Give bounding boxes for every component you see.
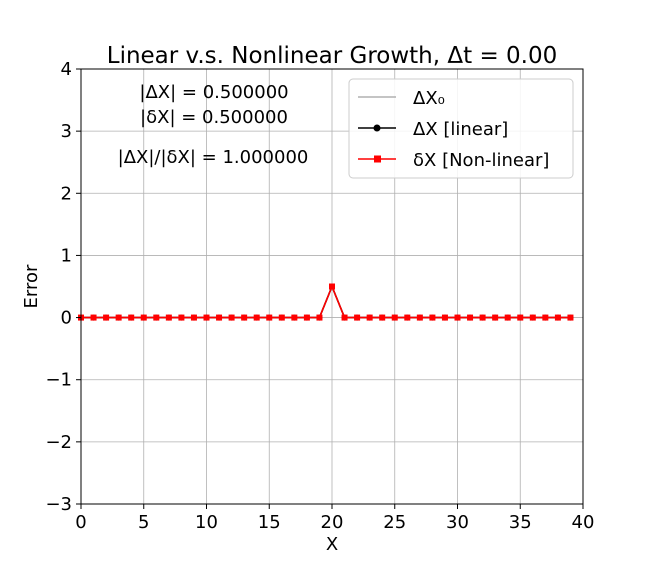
data-point: [266, 314, 273, 321]
data-point: [479, 314, 486, 321]
chart-title: Linear v.s. Nonlinear Growth, Δt = 0.00: [107, 43, 558, 69]
x-tick-label: 5: [138, 512, 149, 533]
series-line: [81, 284, 571, 319]
legend-label: ΔX₀: [413, 88, 445, 109]
y-tick-label: 0: [61, 308, 72, 329]
legend: ΔX₀ ΔX [linear] δX [Non-linear]: [348, 78, 574, 179]
data-point: [90, 314, 97, 321]
data-point: [103, 314, 110, 321]
data-point: [554, 314, 561, 321]
data-point: [190, 314, 197, 321]
data-point: [316, 314, 323, 321]
data-point: [241, 314, 248, 321]
series-2: [78, 283, 574, 321]
data-point: [128, 314, 135, 321]
x-tick-label: 0: [75, 512, 86, 533]
data-point: [303, 314, 310, 321]
y-tick-label: −2: [45, 432, 72, 453]
data-point: [329, 283, 335, 290]
data-point: [416, 314, 423, 321]
y-tick-label: 1: [61, 245, 72, 266]
data-point: [178, 314, 185, 321]
annotation-abs-delta-x: |ΔX| = 0.500000: [139, 82, 288, 103]
y-tick-label: −1: [45, 370, 72, 391]
y-axis-label: Error: [21, 264, 42, 308]
x-tick-label: 20: [321, 512, 344, 533]
data-point: [140, 314, 147, 321]
data-point: [253, 314, 260, 321]
data-point: [216, 314, 223, 321]
x-tick-label: 40: [572, 512, 595, 533]
data-point: [379, 314, 386, 321]
data-point: [467, 314, 474, 321]
x-tick-label: 25: [383, 512, 406, 533]
data-point: [441, 314, 448, 321]
data-point: [291, 314, 298, 321]
ticks: 0 5 10 15 20 25 30 35 40 −3 −2 −1 0 1 2 3 4: [45, 59, 594, 533]
annotations: |ΔX| = 0.500000 |δX| = 0.500000 |ΔX|/|δX…: [118, 82, 309, 168]
x-tick-label: 30: [446, 512, 469, 533]
series-layer: [78, 283, 574, 321]
annotation-abs-small-delta-x: |δX| = 0.500000: [140, 107, 288, 128]
data-point: [454, 314, 461, 321]
legend-label: ΔX [linear]: [413, 119, 508, 140]
x-axis-label: X: [326, 534, 338, 555]
legend-entry-0: ΔX₀: [358, 88, 445, 109]
data-point: [517, 314, 524, 321]
data-point: [165, 314, 172, 321]
data-point: [404, 314, 411, 321]
data-point: [153, 314, 160, 321]
data-point: [567, 314, 574, 321]
data-point: [542, 314, 549, 321]
data-point: [429, 314, 436, 321]
data-point: [504, 314, 511, 321]
legend-marker: [374, 155, 381, 163]
legend-frame: [348, 78, 574, 179]
y-tick-label: 3: [61, 121, 72, 142]
data-point: [391, 314, 398, 321]
data-point: [278, 314, 285, 321]
data-point: [529, 314, 536, 321]
data-point: [341, 314, 348, 321]
x-tick-label: 15: [258, 512, 281, 533]
data-point: [228, 314, 235, 321]
y-tick-label: 2: [61, 183, 72, 204]
legend-entry-2: δX [Non-linear]: [358, 150, 549, 171]
data-point: [492, 314, 499, 321]
data-point: [354, 314, 361, 321]
annotation-ratio: |ΔX|/|δX| = 1.000000: [118, 147, 309, 168]
x-tick-label: 35: [509, 512, 532, 533]
y-tick-label: −3: [45, 494, 72, 515]
y-tick-label: 4: [61, 59, 72, 80]
legend-marker: [373, 124, 381, 132]
data-point: [203, 314, 210, 321]
legend-label: δX [Non-linear]: [413, 150, 549, 171]
legend-entry-1: ΔX [linear]: [358, 119, 508, 140]
data-point: [366, 314, 373, 321]
x-tick-label: 10: [195, 512, 218, 533]
data-point: [115, 314, 122, 321]
